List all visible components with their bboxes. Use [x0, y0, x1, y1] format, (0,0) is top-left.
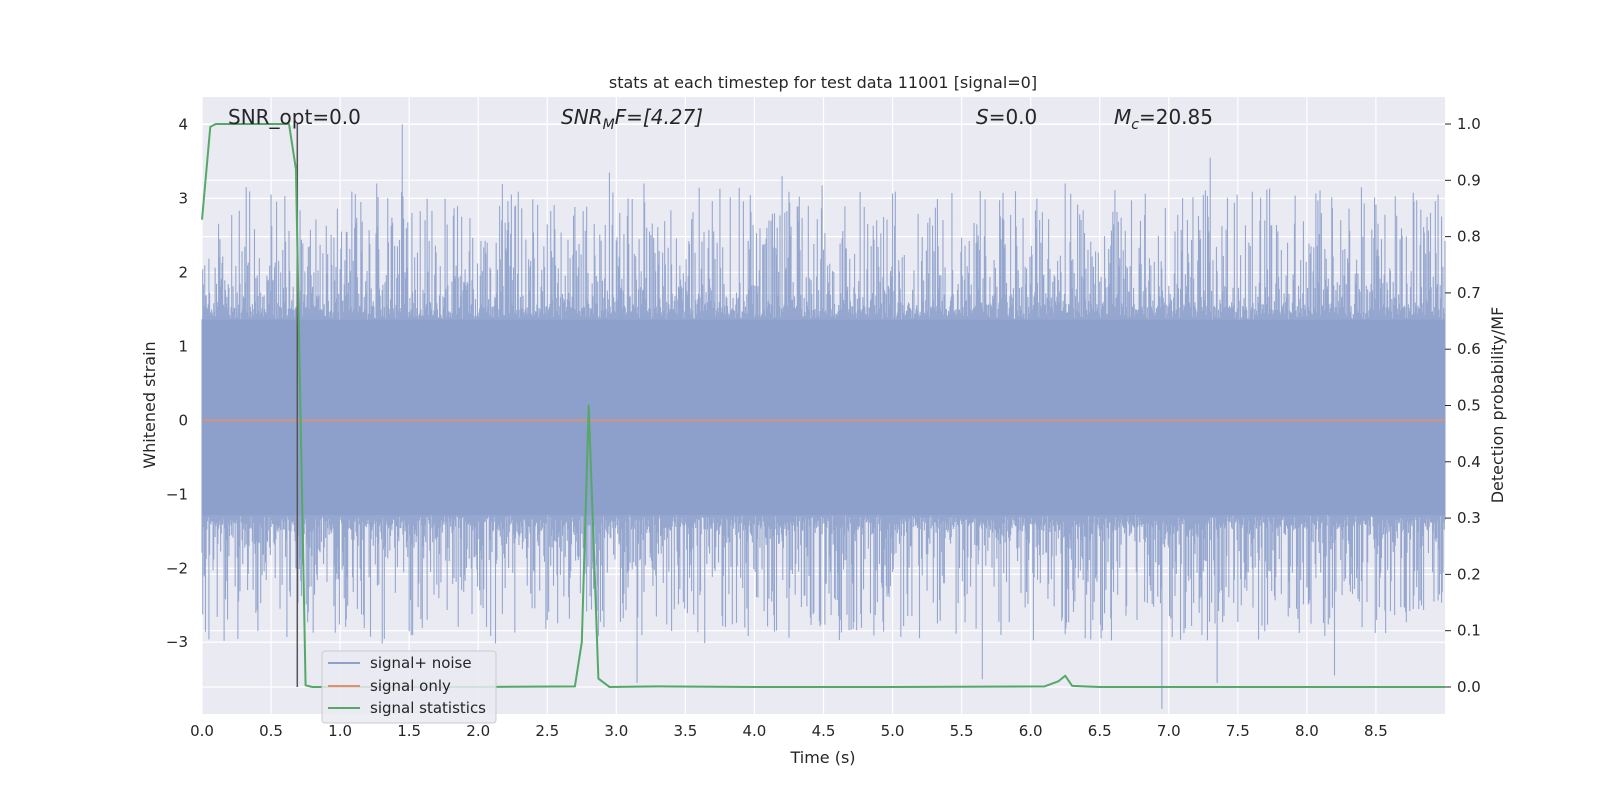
y-tick-label-right: 0.1 [1457, 622, 1481, 640]
x-tick-label: 8.5 [1364, 722, 1388, 740]
legend: signal+ noise signal only signal statist… [321, 650, 497, 724]
x-tick-label: 4.0 [743, 722, 767, 740]
x-tick-label: 0.0 [190, 722, 214, 740]
y-tick-label-right: 0.6 [1457, 340, 1481, 358]
y-tick-label-right: 0.2 [1457, 565, 1481, 583]
annotation-s: S=0.0 [976, 105, 1037, 129]
legend-label-signal: signal only [370, 677, 451, 695]
y-tick-label-right: 0.3 [1457, 509, 1481, 527]
y-tick-label-right: 0.9 [1457, 171, 1481, 189]
y-tick-label-right: 1.0 [1457, 115, 1481, 133]
signal-statistics-line [201, 123, 1445, 688]
signal-plus-noise-series [201, 124, 1446, 709]
y-tick-labels-left: 4 3 2 1 0 −1 −2 −3 [166, 115, 188, 651]
y-tick-label-left: 0 [178, 411, 188, 429]
x-tick-label: 6.0 [1019, 722, 1043, 740]
annotation-snr-mf-sub: M [603, 117, 615, 133]
annotation-snr-opt: SNR_opt=0.0 [228, 105, 361, 129]
x-tick-label: 1.0 [328, 722, 352, 740]
x-tick-label: 6.5 [1088, 722, 1112, 740]
x-tick-label: 3.0 [604, 722, 628, 740]
annotation-s-italic: S [976, 105, 989, 129]
legend-frame [321, 650, 497, 724]
y-tick-label-right: 0.5 [1457, 397, 1481, 415]
x-tick-labels: 0.0 0.5 1.0 1.5 2.0 2.5 3.0 3.5 4.0 4.5 5.0 5.5 6.0 6… [190, 722, 1388, 740]
annotation-mc-sub: c [1131, 117, 1139, 133]
annotation-s-rest: =0.0 [989, 105, 1038, 129]
y-tick-label-right: 0.7 [1457, 284, 1481, 302]
x-tick-label: 4.5 [812, 722, 836, 740]
x-tick-label: 7.5 [1226, 722, 1250, 740]
y-tick-labels-right: 1.0 0.9 0.8 0.7 0.6 0.5 0.4 0.3 0.2 0.1 0.0 [1445, 115, 1481, 696]
legend-label-noise: signal+ noise [370, 654, 472, 672]
y-tick-label-left: −1 [166, 485, 188, 503]
y-tick-label-left: −3 [166, 633, 188, 651]
legend-label-statistics: signal statistics [370, 699, 486, 717]
annotation-snr-mf-rest: F=[4.27] [615, 105, 703, 129]
y-tick-label-right: 0.8 [1457, 228, 1481, 246]
annotation-mc: Mc=20.85 [1114, 105, 1213, 133]
y-tick-label-left: −2 [166, 559, 188, 577]
y-tick-label-left: 2 [178, 263, 188, 281]
x-axis-label: Time (s) [789, 748, 855, 767]
y-tick-label-left: 3 [178, 189, 188, 207]
y-axis-label-right: Detection probability/MF [1488, 307, 1507, 504]
x-tick-label: 5.5 [950, 722, 974, 740]
x-tick-label: 8.0 [1295, 722, 1319, 740]
x-tick-label: 2.5 [535, 722, 559, 740]
y-tick-label-left: 4 [178, 115, 188, 133]
annotation-mc-rest: =20.85 [1139, 105, 1213, 129]
annotation-snr-mf: SNRMF=[4.27] [561, 105, 703, 133]
x-tick-label: 0.5 [259, 722, 283, 740]
annotation-snr-mf-main: SNR [561, 105, 603, 129]
annotation-mc-main: M [1114, 105, 1131, 129]
signal-plus-noise-core [202, 319, 1445, 515]
chart-title: stats at each timestep for test data 110… [609, 73, 1037, 92]
x-tick-label: 3.5 [673, 722, 697, 740]
x-tick-label: 5.0 [881, 722, 905, 740]
line-series [201, 123, 1445, 688]
x-tick-label: 7.0 [1157, 722, 1181, 740]
x-tick-label: 1.5 [397, 722, 421, 740]
x-tick-label: 2.0 [466, 722, 490, 740]
y-tick-label-right: 0.0 [1457, 678, 1481, 696]
y-tick-label-left: 1 [178, 337, 188, 355]
y-axis-label-left: Whitened strain [140, 341, 159, 468]
y-tick-label-right: 0.4 [1457, 453, 1481, 471]
